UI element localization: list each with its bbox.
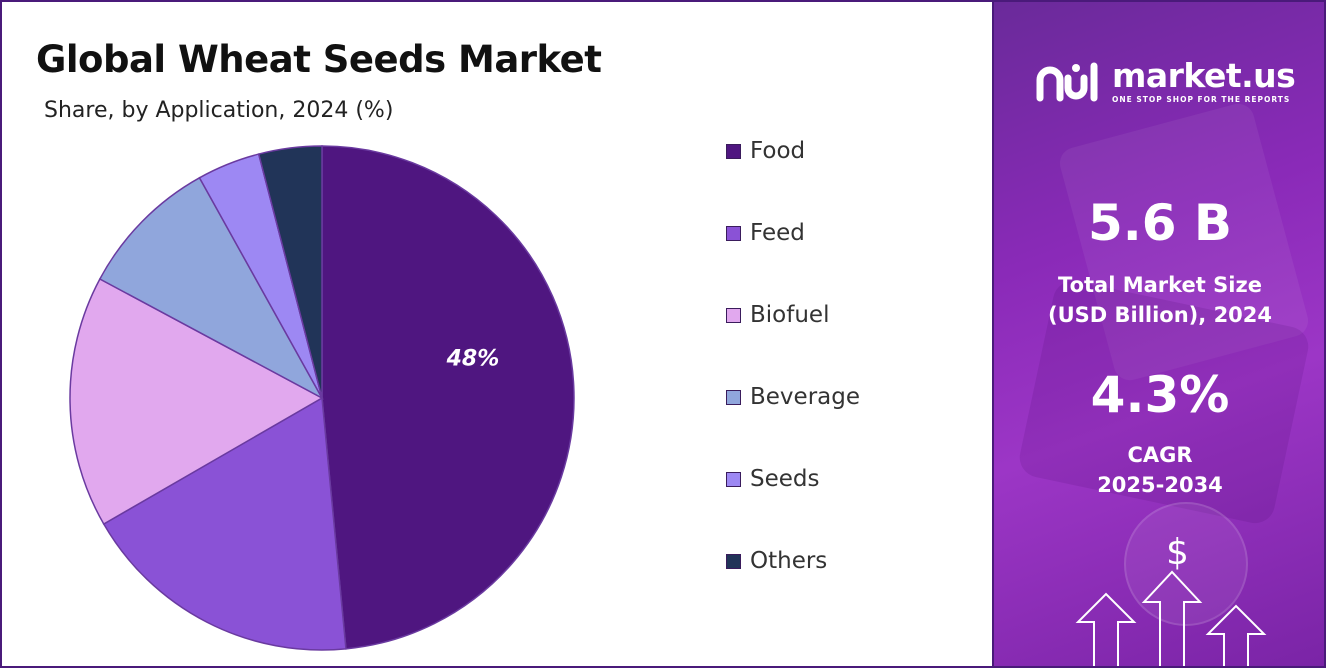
brand-tagline: ONE STOP SHOP FOR THE REPORTS [1112,94,1291,104]
cagr-label-line1: CAGR [1127,443,1193,467]
market-size-label-line1: Total Market Size [1058,273,1262,297]
legend-swatch [726,307,741,323]
legend-label: Seeds [750,466,820,492]
market-size-label-line2: (USD Billion), 2024 [1047,303,1273,327]
legend-label: Beverage [750,384,860,410]
legend-label: Food [750,138,806,164]
legend-item-beverage: Beverage [726,380,860,414]
data-label-food: 48% [446,346,500,371]
brand-name: market.us [1112,55,1296,95]
chart-subtitle: Share, by Application, 2024 (%) [44,98,394,123]
legend-swatch [726,225,741,241]
legend-item-others: Others [726,544,827,578]
market-us-logo-icon [1036,62,1098,102]
pie-slice-biofuel [69,277,324,526]
dollar-icon: $ [1166,532,1189,573]
pie-slice-others [257,145,323,399]
legend-swatch [726,553,741,569]
chart-panel: Global Wheat Seeds Market Share, by Appl… [2,2,990,666]
legend-label: Biofuel [750,302,830,328]
pie-slice-beverage [98,176,324,400]
brand-logo: market.us ONE STOP SHOP FOR THE REPORTS [1034,55,1296,104]
legend-label: Others [750,548,828,574]
legend-swatch [726,471,741,487]
legend-swatch [726,389,741,405]
cagr-value: 4.3% [1090,366,1230,424]
legend-item-seeds: Seeds [726,462,819,496]
background-coin-shape [1124,502,1248,626]
stats-panel: market.us ONE STOP SHOP FOR THE REPORTS … [992,2,1324,666]
arrow-up-icon [1075,570,1267,666]
legend-item-biofuel: Biofuel [726,298,829,332]
cagr-label-line2: 2025-2034 [1097,473,1223,497]
legend-swatch [726,143,741,159]
chart-title: Global Wheat Seeds Market [36,38,602,81]
legend-item-feed: Feed [726,216,805,250]
pie-slice-food [321,145,575,650]
pie-chart: 48% [69,145,575,651]
legend-item-food: Food [726,134,805,168]
market-size-value: 5.6 B [1087,194,1233,252]
pie-slice-feed [102,396,347,651]
legend-label: Feed [750,220,805,246]
